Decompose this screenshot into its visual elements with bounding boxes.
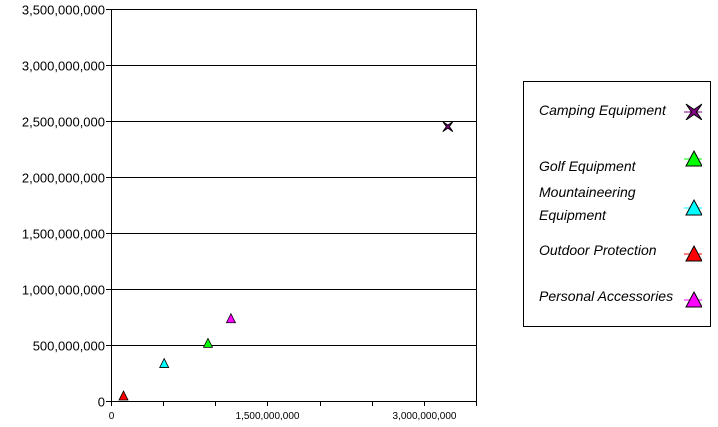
y-tick-label: 0 [98,395,105,410]
legend-label-line: Personal Accessories [539,288,674,304]
legend-triangle [685,198,702,216]
legend-label: Mountaineering Equipment [539,181,679,227]
legend-label-line: Mountaineering [539,184,636,200]
data-point-mountaineering-equipment [159,357,170,368]
legend-label-line: Golf Equipment [539,158,636,174]
y-tick-label: 2,000,000,000 [22,171,105,186]
y-tick-labels: 0 500,000,000 1,000,000,000 1,500,000,000 2,… [22,3,105,410]
y-tick-label: 1,500,000,000 [22,227,105,242]
y-tick-label: 3,500,000,000 [22,3,105,18]
y-tick-label: 2,500,000,000 [22,115,105,130]
legend-label: Camping Equipment [539,99,679,122]
legend-label: Golf Equipment [539,155,679,178]
x-tick-labels: 0 1,500,000,000 3,000,000,000 [109,411,457,422]
data-points [118,121,454,401]
legend-triangle [685,149,702,167]
triangle-marker-icon [684,290,702,308]
legend-label: Outdoor Protection [539,239,679,262]
x-tick-label: 0 [109,411,115,422]
plot-frame [111,9,477,402]
data-point-golf-equipment [202,337,214,348]
x-tick-label: 1,500,000,000 [236,411,300,422]
legend-label-line: Camping Equipment [539,102,666,118]
x-tick-label: 3,000,000,000 [393,411,457,422]
legend-triangle [685,290,702,308]
y-tick-label: 500,000,000 [33,339,105,354]
legend-star [685,103,702,120]
y-tick-label: 3,000,000,000 [22,59,105,74]
legend-label: Personal Accessories [539,285,679,308]
legend-label-line: Outdoor Protection [539,242,657,258]
gridlines [111,9,476,346]
legend: Camping Equipment Golf Equipment Mountaine… [523,81,711,327]
axes [106,9,477,406]
triangle-marker-icon [684,244,702,262]
data-point-camping-equipment [442,121,454,133]
triangle-marker-icon [684,198,702,216]
triangle-marker-icon [684,149,702,167]
legend-label-line: Equipment [539,207,606,223]
data-point-outdoor-protection [118,390,129,401]
legend-triangle [685,244,702,262]
data-point-personal-accessories [225,312,237,324]
y-tick-label: 1,000,000,000 [22,283,105,298]
star-marker-icon [684,103,702,120]
